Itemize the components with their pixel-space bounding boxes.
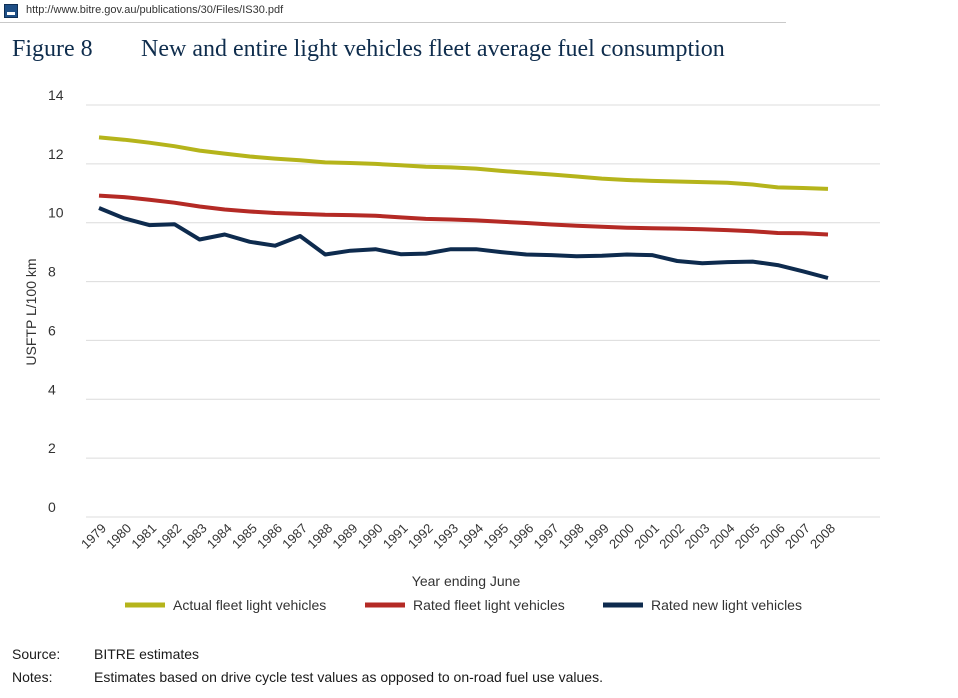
x-tick-label: 1992 (405, 521, 436, 552)
x-tick-label: 2000 (606, 521, 637, 552)
series-lines (98, 135, 829, 280)
y-tick-label: 4 (48, 381, 56, 397)
page-icon (4, 4, 18, 18)
x-tick-label: 1982 (153, 521, 184, 552)
notes-note: Notes: Estimates based on drive cycle tes… (12, 669, 603, 685)
x-tick-label: 2002 (656, 521, 687, 552)
x-tick-label: 1999 (581, 521, 612, 552)
legend-label-2: Rated fleet light vehicles (413, 597, 565, 613)
x-axis-ticks: 1979198019811982198319841985198619871988… (78, 521, 838, 552)
x-tick-label: 1981 (128, 521, 159, 552)
y-axis-label: USFTP L/100 km (23, 258, 39, 365)
x-tick-label: 2008 (807, 521, 838, 552)
figure-number: Figure 8 (12, 36, 93, 62)
x-axis-label: Year ending June (412, 573, 521, 589)
x-tick-label: 2003 (681, 521, 712, 552)
series-line-1 (98, 135, 829, 191)
x-tick-label: 1995 (480, 521, 511, 552)
x-tick-label: 2001 (631, 521, 662, 552)
x-tick-label: 1986 (254, 521, 285, 552)
x-tick-label: 1994 (455, 521, 486, 552)
notes-label: Notes: (12, 669, 53, 685)
x-tick-label: 1983 (179, 521, 210, 552)
x-tick-label: 1996 (505, 521, 536, 552)
x-tick-label: 1991 (380, 521, 411, 552)
x-tick-label: 1990 (355, 521, 386, 552)
x-tick-label: 1985 (229, 521, 260, 552)
line-chart: 0 2 4 6 8 10 12 14 1979198019811982198319841985… (23, 87, 880, 613)
x-tick-label: 1984 (204, 521, 235, 552)
source-text: BITRE estimates (94, 646, 200, 662)
x-tick-label: 1988 (304, 521, 335, 552)
gridlines (86, 104, 880, 518)
x-tick-label: 1998 (556, 521, 587, 552)
series-line-3 (98, 206, 829, 280)
y-tick-label: 10 (48, 205, 64, 221)
series-line-2 (98, 193, 829, 237)
legend-label-3: Rated new light vehicles (651, 597, 802, 613)
y-tick-label: 2 (48, 440, 56, 456)
x-tick-label: 2005 (732, 521, 763, 552)
source-note: Source: BITRE estimates (12, 646, 199, 662)
y-tick-label: 8 (48, 264, 56, 280)
legend: Actual fleet light vehicles Rated fleet l… (125, 597, 802, 613)
source-label: Source: (12, 646, 61, 662)
y-tick-label: 12 (48, 146, 64, 162)
legend-label-1: Actual fleet light vehicles (173, 597, 326, 613)
y-tick-label: 14 (48, 87, 64, 103)
x-tick-label: 1989 (329, 521, 360, 552)
x-tick-label: 1993 (430, 521, 461, 552)
address-bar[interactable]: http://www.bitre.gov.au/publications/30/… (0, 0, 786, 23)
x-tick-label: 1987 (279, 521, 310, 552)
x-tick-label: 1980 (103, 521, 134, 552)
figure-title: Figure 8 New and entire light vehicles fl… (12, 36, 725, 63)
y-tick-label: 0 (48, 499, 56, 515)
url-text[interactable]: http://www.bitre.gov.au/publications/30/… (26, 4, 284, 16)
y-tick-label: 6 (48, 322, 56, 338)
figure-title-text: New and entire light vehicles fleet aver… (141, 36, 725, 62)
notes-text: Estimates based on drive cycle test valu… (94, 669, 603, 685)
x-tick-label: 1979 (78, 521, 109, 552)
y-axis-ticks: 0 2 4 6 8 10 12 14 (48, 87, 64, 515)
x-tick-label: 1997 (531, 521, 562, 552)
x-tick-label: 2004 (707, 521, 738, 552)
x-tick-label: 2006 (757, 521, 788, 552)
x-tick-label: 2007 (782, 521, 813, 552)
